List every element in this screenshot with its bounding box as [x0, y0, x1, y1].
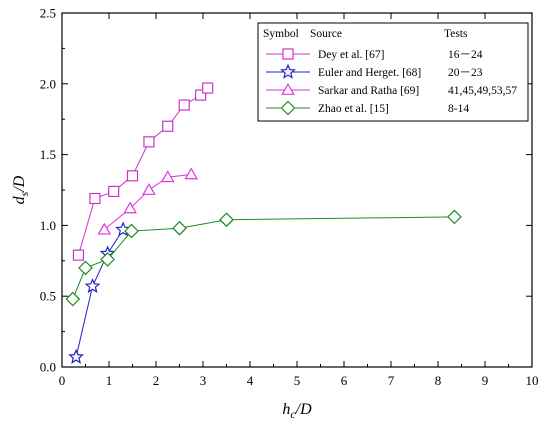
x-tick-label: 0: [59, 373, 66, 388]
data-point: [143, 136, 155, 148]
y-tick-label: 0.0: [40, 360, 56, 375]
legend-header-tests: Tests: [444, 28, 468, 40]
series-line: [75, 229, 124, 358]
x-tick-label: 9: [482, 373, 489, 388]
data-point: [84, 277, 101, 294]
legend-source: Zhao et al. [15]: [318, 103, 389, 115]
data-point: [100, 252, 115, 267]
legend-marker: [280, 63, 296, 79]
x-tick-label: 8: [435, 373, 442, 388]
data-point: [202, 82, 214, 94]
data-series: [65, 82, 462, 364]
legend-tests: 8-14: [448, 103, 469, 115]
data-point: [97, 222, 112, 235]
legend-tests: 20－23: [448, 67, 483, 79]
y-tick-label: 2.5: [40, 6, 56, 21]
y-tick-label: 1.5: [40, 147, 56, 162]
legend-header-symbol: Symbol: [263, 28, 299, 40]
data-point: [65, 291, 81, 307]
x-tick-label: 3: [200, 373, 207, 388]
data-point: [447, 209, 462, 225]
legend: Symbol Source Tests Dey et al. [67] 16－24 Eul…: [257, 22, 529, 122]
legend-entry: Dey et al. [67] 16－24: [266, 48, 483, 61]
legend-marker: [280, 100, 296, 116]
legend-source: Euler and Herget. [68]: [318, 67, 421, 79]
legend-tests: 41,45,49,53,57: [448, 85, 517, 97]
data-point: [142, 183, 156, 195]
x-tick-label: 10: [526, 373, 539, 388]
y-tick-label: 2.0: [40, 76, 56, 91]
y-tick-label: 1.0: [40, 218, 56, 233]
series-diamond: [65, 209, 462, 307]
series-line: [103, 173, 192, 231]
y-axis-title: ds/D: [11, 175, 31, 204]
legend-source: Dey et al. [67]: [318, 49, 384, 61]
x-axis-title: hc/D: [282, 401, 312, 421]
data-point: [108, 185, 120, 198]
legend-entry: Euler and Herget. [68] 20－23: [266, 63, 483, 79]
data-point: [78, 260, 93, 276]
data-point: [162, 120, 174, 132]
data-point: [123, 201, 137, 214]
legend-marker: [282, 48, 294, 60]
legend-marker: [281, 83, 295, 95]
legend-source: Sarkar and Ratha [69]: [318, 85, 419, 97]
data-point: [178, 99, 190, 111]
data-point: [160, 170, 175, 183]
data-point: [172, 220, 187, 236]
series-square: [72, 82, 214, 261]
data-point: [184, 167, 199, 180]
x-tick-label: 4: [247, 373, 254, 388]
x-tick-label: 7: [388, 373, 395, 388]
x-tick-label: 1: [106, 373, 113, 388]
legend-tests: 16－24: [448, 49, 483, 61]
data-point: [219, 212, 234, 228]
data-point: [195, 89, 207, 101]
x-tick-label: 2: [153, 373, 160, 388]
data-point: [68, 348, 85, 364]
data-point: [126, 170, 139, 182]
y-tick-label: 0.5: [40, 289, 56, 304]
x-tick-label: 5: [294, 373, 301, 388]
series-star: [68, 221, 132, 364]
data-point: [124, 223, 139, 239]
data-point: [89, 192, 101, 205]
legend-header-source: Source: [310, 28, 342, 40]
data-point: [72, 249, 85, 261]
x-tick-label: 6: [341, 373, 348, 388]
axes: 0 1 2 3 4 5 6 7 8 9 10 0.0 0.5 1.0 1.5 2.0 2.5: [40, 6, 539, 389]
series-triangle: [97, 167, 199, 235]
legend-entry: Sarkar and Ratha [69] 41,45,49,53,57: [266, 83, 517, 97]
legend-entry: Zhao et al. [15] 8-14: [266, 100, 469, 116]
